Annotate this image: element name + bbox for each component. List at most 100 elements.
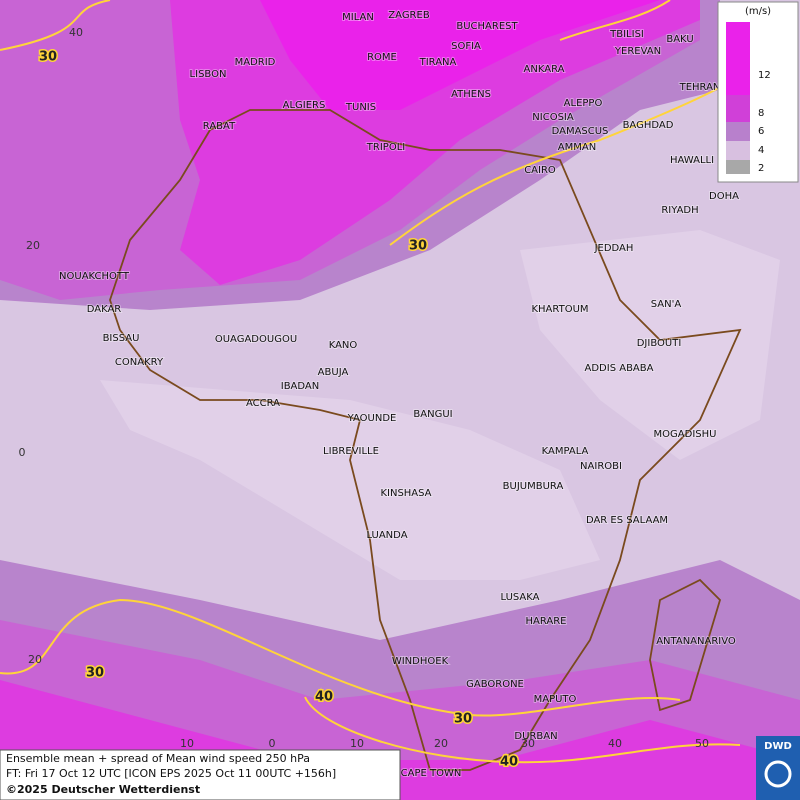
city-label: MADRID: [235, 57, 276, 68]
city-label: ZAGREB: [388, 10, 430, 21]
city-label: RIYADH: [661, 205, 698, 216]
city-label: DAMASCUS: [552, 126, 609, 137]
longitude-label: 20: [434, 737, 448, 750]
legend-unit: (m/s): [745, 6, 771, 17]
city-label: KAMPALA: [542, 446, 589, 457]
longitude-label: 0: [269, 737, 276, 750]
contour-label: 40: [315, 690, 333, 705]
contour-label: 30: [409, 239, 427, 254]
contour-label: 40: [500, 755, 518, 770]
footer-box: [0, 749, 401, 800]
legend-label: 4: [758, 145, 764, 156]
logo-icon: [764, 760, 792, 788]
city-label: KANO: [329, 340, 358, 351]
city-label: BANGUI: [413, 409, 452, 420]
city-label: MILAN: [342, 12, 374, 23]
city-label: KINSHASA: [380, 488, 431, 499]
city-label: TBILISI: [609, 29, 644, 40]
legend-swatch: [726, 95, 750, 122]
labels: MILAN ZAGREB BUCHAREST TBILISI BAKU MADRID ROM…: [19, 9, 741, 780]
city-label: BISSAU: [103, 333, 140, 344]
latitude-label: 20: [26, 239, 40, 252]
city-label: LUANDA: [366, 530, 407, 541]
city-label: TUNIS: [345, 102, 376, 113]
legend-label: 12: [758, 70, 771, 81]
footer-copyright: ©2025 Deutscher Wetterdienst: [6, 783, 200, 796]
city-label: OUAGADOUGOU: [215, 334, 297, 345]
contour-label: 30: [454, 712, 472, 727]
longitude-label: 30: [521, 737, 535, 750]
city-label: ALEPPO: [564, 98, 603, 109]
city-label: MOGADISHU: [654, 429, 717, 440]
latitude-label: 0: [19, 446, 26, 459]
city-label: LIBREVILLE: [323, 446, 379, 457]
city-label: LUSAKA: [501, 592, 540, 603]
longitude-label: 10: [180, 737, 194, 750]
city-label: BUJUMBURA: [503, 481, 564, 492]
city-label: KHARTOUM: [531, 304, 588, 315]
city-label: CAIRO: [524, 165, 556, 176]
city-label: ABUJA: [318, 367, 349, 378]
longitude-label: 10: [350, 737, 364, 750]
city-label: WINDHOEK: [392, 656, 449, 667]
latitude-label: 20: [28, 653, 42, 666]
legend-label: 8: [758, 108, 764, 119]
city-label: ATHENS: [451, 89, 491, 100]
city-label: LISBON: [190, 69, 227, 80]
city-label: ANTANANARIVO: [656, 636, 736, 647]
city-label: ADDIS ABABA: [585, 363, 654, 374]
legend-swatch: [726, 122, 750, 141]
legend-swatch: [726, 141, 750, 160]
city-label: ACCRA: [246, 398, 280, 409]
city-label: AMMAN: [558, 142, 596, 153]
legend-label: 6: [758, 126, 764, 137]
city-label: IBADAN: [281, 381, 320, 392]
contour-label: 30: [39, 50, 57, 65]
legend-swatch: [726, 160, 750, 174]
footer-time: FT: Fri 17 Oct 12 UTC [ICON EPS 2025 Oct…: [6, 767, 336, 780]
city-label: CAPE TOWN: [401, 768, 462, 779]
longitude-label: 50: [695, 737, 709, 750]
logo-text: DWD: [764, 741, 792, 752]
longitude-label: 40: [608, 737, 622, 750]
city-label: ROME: [367, 52, 397, 63]
legend: (m/s): [717, 1, 799, 183]
city-label: HAWALLI: [670, 155, 714, 166]
city-label: ALGIERS: [283, 100, 326, 111]
city-label: YEREVAN: [614, 46, 661, 57]
latitude-label: 40: [69, 26, 83, 39]
legend-swatch: [726, 22, 750, 95]
city-label: BAGHDAD: [623, 120, 674, 131]
city-label: BAKU: [666, 34, 693, 45]
city-label: TIRANA: [419, 57, 457, 68]
city-label: ANKARA: [524, 64, 565, 75]
contour-label: 30: [86, 666, 104, 681]
city-label: DAR ES SALAAM: [586, 515, 668, 526]
city-label: TEHRAN: [679, 82, 721, 93]
city-label: NOUAKCHOTT: [59, 271, 130, 282]
city-label: NAIROBI: [580, 461, 622, 472]
footer-title: Ensemble mean + spread of Mean wind spee…: [6, 752, 310, 765]
logo: [756, 736, 800, 800]
city-label: RABAT: [203, 121, 236, 132]
coastline: [109, 109, 742, 771]
city-label: MAPUTO: [534, 694, 577, 705]
city-label: DAKAR: [87, 304, 122, 315]
city-label: CONAKRY: [115, 357, 164, 368]
city-label: YAOUNDE: [347, 413, 397, 424]
city-label: SAN'A: [651, 299, 682, 310]
city-label: DURBAN: [514, 731, 557, 742]
city-label: HARARE: [525, 616, 566, 627]
coastline: [649, 578, 722, 712]
city-label: NICOSIA: [532, 112, 574, 123]
city-label: DOHA: [709, 191, 739, 202]
city-label: TRIPOLI: [366, 142, 405, 153]
legend-label: 2: [758, 163, 764, 174]
city-label: GABORONE: [466, 679, 524, 690]
city-label: SOFIA: [451, 41, 481, 52]
city-label: JEDDAH: [594, 243, 634, 254]
city-label: BUCHAREST: [456, 21, 518, 32]
city-label: DJIBOUTI: [637, 338, 682, 349]
